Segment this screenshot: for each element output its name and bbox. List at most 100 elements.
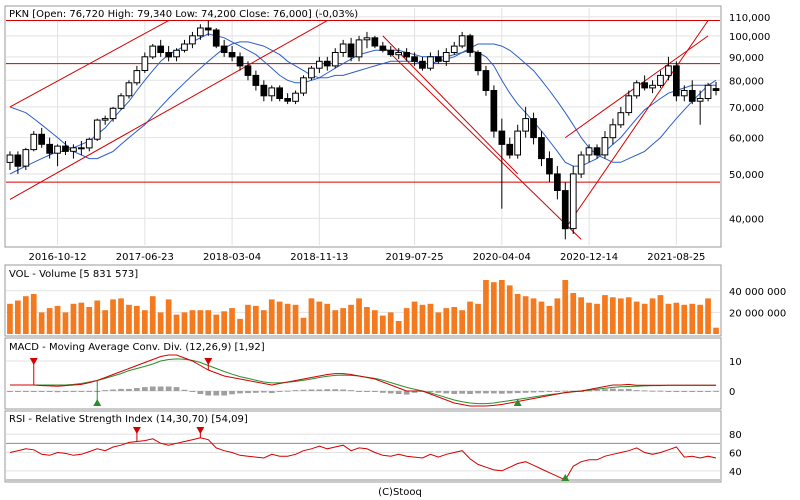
macd-histogram-bar [38, 391, 45, 392]
macd-histogram-bar [491, 391, 497, 394]
candle-body-down [673, 65, 680, 97]
volume-bar [475, 303, 481, 334]
candle-body-up [70, 147, 77, 152]
candle-body-up [149, 45, 157, 58]
macd-histogram-bar [713, 390, 719, 392]
candle-body-down [712, 88, 720, 91]
volume-bar [62, 312, 69, 334]
volume-bar [134, 305, 140, 334]
candle-body-up [117, 95, 125, 109]
volume-bar [522, 296, 529, 334]
rsi-lines [9, 437, 717, 481]
volume-y-tick-label: 20 000 000 [729, 308, 786, 319]
candle-body-down [482, 70, 490, 91]
volume-bar [713, 327, 719, 334]
macd-histogram-bar [110, 389, 116, 391]
candle-body-down [38, 133, 45, 145]
candle-body-down [403, 52, 410, 58]
candle-body-down [236, 56, 244, 67]
macd-histogram-bar [387, 391, 394, 394]
volume-bar [237, 318, 243, 334]
macd-histogram-bar [618, 389, 624, 391]
macd-histogram-bar [499, 391, 505, 394]
volume-bar [15, 300, 21, 334]
macd-histogram-bar [610, 388, 616, 391]
volume-bar [538, 301, 545, 334]
macd-histogram-bar [673, 391, 680, 392]
candle-body-down [260, 84, 268, 97]
candle-body-up [665, 65, 672, 76]
volume-bar [261, 310, 267, 334]
candle-body-up [450, 45, 458, 53]
candle-body-up [6, 154, 14, 163]
volume-bar [356, 298, 362, 334]
candle-body-down [530, 118, 537, 139]
rsi-y-axis: 40 60 80 [729, 430, 742, 478]
candle-body-up [101, 118, 109, 121]
volume-bar [94, 300, 101, 334]
volume-bar [459, 310, 465, 334]
price-x-tick-label: 2020-04-04 [473, 252, 531, 263]
volume-bar [625, 297, 632, 334]
macd-histogram-bar [348, 390, 354, 392]
macd-histogram-bar [649, 390, 656, 392]
rsi-y-tick-label: 80 [729, 430, 742, 441]
candle-body-down [498, 130, 506, 145]
rsi-panel-frame [4, 410, 722, 483]
macd-histogram-bar [229, 391, 235, 395]
candle-body-down [244, 65, 252, 76]
macd-histogram-bar [340, 389, 346, 391]
candle-body-down [276, 87, 283, 100]
macd-sell-marker [204, 358, 213, 365]
volume-bar [300, 317, 307, 334]
volume-grid [6, 290, 720, 313]
macd-histogram-bar [70, 391, 77, 392]
macd-panel-frame [4, 337, 722, 410]
candle-body-up [85, 138, 93, 149]
macd-line [10, 354, 717, 407]
volume-bar [570, 293, 577, 334]
macd-histogram-bar [594, 389, 600, 391]
candle-body-down [165, 52, 173, 58]
macd-histogram-bar [15, 391, 21, 392]
volume-bar [292, 304, 299, 334]
candle-body-up [625, 95, 633, 114]
rsi-y-tick-label: 60 [729, 449, 742, 460]
candle-body-down [379, 45, 387, 51]
candle-body-down [212, 29, 220, 47]
rsi-markers [132, 427, 570, 481]
volume-bar [86, 307, 93, 334]
candle-body-up [680, 90, 688, 97]
price-ma-fast-line [9, 33, 716, 175]
macd-histogram-bar [173, 387, 180, 391]
rsi-sell-marker [196, 427, 205, 434]
volume-y-axis: 20 000 000 40 000 000 [729, 287, 786, 320]
volume-bar [229, 308, 235, 334]
volume-bar [23, 296, 29, 334]
candle-body-up [577, 154, 585, 175]
volume-bar [221, 311, 227, 334]
macd-histogram-bar [411, 391, 418, 393]
macd-histogram-bar [586, 390, 592, 392]
macd-histogram-bar [316, 389, 323, 391]
candle-body-down [387, 49, 395, 56]
volume-bar [149, 296, 156, 334]
volume-bar [30, 294, 37, 334]
macd-histogram-bar [633, 390, 640, 392]
macd-histogram-bar [62, 391, 69, 392]
macd-histogram-bar [395, 391, 402, 394]
volume-bar [657, 295, 664, 334]
volume-bar [7, 303, 13, 334]
candle-body-up [395, 52, 402, 56]
candle-body-down [204, 27, 212, 31]
macd-histogram-bar [332, 389, 339, 391]
candle-body-down [371, 37, 379, 47]
candle-body-up [696, 98, 704, 102]
volume-bar [380, 315, 386, 334]
macd-histogram-bar [126, 388, 132, 391]
candle-body-up [308, 67, 315, 79]
price-trend-line [382, 45, 582, 240]
macd-histogram-bar [530, 391, 537, 393]
price-x-tick-label: 2021-08-25 [647, 252, 705, 263]
volume-bar [618, 298, 624, 334]
